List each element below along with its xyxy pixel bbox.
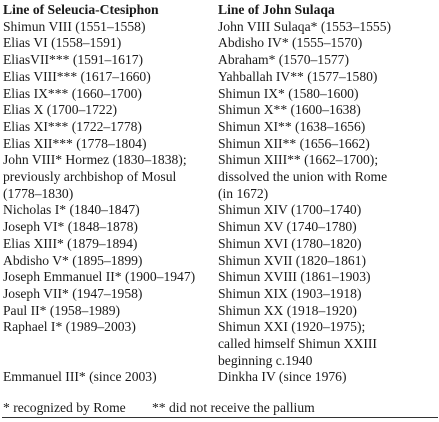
list-line: called himself Shimun XXIII	[218, 336, 377, 351]
list-line: Joseph VI* (1848–1878)	[3, 219, 138, 235]
list-line: Shimun XIV (1700–1740)	[218, 202, 362, 218]
footnote: * recognized by Rome	[3, 400, 126, 415]
column-heading: Line of John Sulaqa	[218, 2, 335, 17]
list-line: Elias VIII*** (1617–1660)	[3, 68, 151, 84]
list-line: Joseph Emmanuel II* (1900–1947)	[3, 269, 196, 285]
list-line: Elias XII*** (1778–1804)	[3, 135, 147, 151]
footnote-rule	[2, 417, 438, 418]
list-line: (1778–1830)	[3, 185, 74, 201]
footnote: ** did not receive the pallium	[152, 400, 315, 415]
list-line: Joseph VII* (1947–1958)	[3, 285, 143, 301]
list-line: Shimun XI** (1638–1656)	[218, 118, 366, 134]
list-line: Shimun XII** (1656–1662)	[218, 135, 370, 151]
list-line: Shimun XIII** (1662–1700);	[218, 152, 379, 168]
list-line: Shimun IX* (1580–1600)	[218, 85, 359, 101]
list-line: Dinkha IV (since 1976)	[218, 369, 347, 385]
list-line: Nicholas I* (1840–1847)	[3, 202, 140, 218]
list-line: Elias VI (1558–1591)	[3, 35, 122, 51]
list-line: Elias XI*** (1722–1778)	[3, 118, 142, 134]
list-line: John VIII Sulaqa* (1553–1555)	[218, 18, 392, 34]
list-line: Shimun XV (1740–1780)	[218, 219, 357, 235]
list-line: Emmanuel III* (since 2003)	[3, 369, 157, 385]
list-line: Abraham* (1570–1577)	[218, 52, 349, 68]
list-line: Shimun XVI (1780–1820)	[218, 235, 362, 251]
list-line: Shimun XVIII (1861–1903)	[218, 269, 371, 285]
list-line: John VIII* Hormez (1830–1838);	[3, 152, 187, 168]
column-heading: Line of Seleucia-Ctesiphon	[3, 2, 159, 17]
list-line: Shimun VIII (1551–1558)	[3, 18, 146, 34]
list-line: previously archbishop of Mosul	[3, 169, 177, 184]
list-line: Shimun XVII (1820–1861)	[218, 252, 367, 268]
list-line: Abdisho IV* (1555–1570)	[218, 35, 363, 51]
list-line: Abdisho V* (1895–1899)	[3, 252, 143, 268]
list-line: Shimun XX (1918–1920)	[218, 302, 357, 318]
list-line: Elias XIII* (1879–1894)	[3, 235, 138, 251]
list-line: Shimun X** (1600–1638)	[218, 102, 361, 118]
list-line: Elias IX*** (1660–1700)	[3, 85, 142, 101]
list-line: Yahballah IV** (1577–1580)	[218, 68, 378, 84]
list-line: EliasVII*** (1591–1617)	[3, 52, 144, 68]
list-line: Raphael I* (1989–2003)	[3, 319, 136, 335]
list-line: Elias X (1700–1722)	[3, 102, 118, 118]
list-line: Shimun XIX (1903–1918)	[218, 285, 362, 301]
list-line: Paul II* (1958–1989)	[3, 302, 121, 318]
list-line: beginning c.1940	[218, 352, 313, 368]
list-line: Shimun XXI (1920–1975);	[218, 319, 366, 335]
list-line: dissolved the union with Rome	[218, 169, 388, 184]
list-line: (in 1672)	[218, 185, 269, 201]
